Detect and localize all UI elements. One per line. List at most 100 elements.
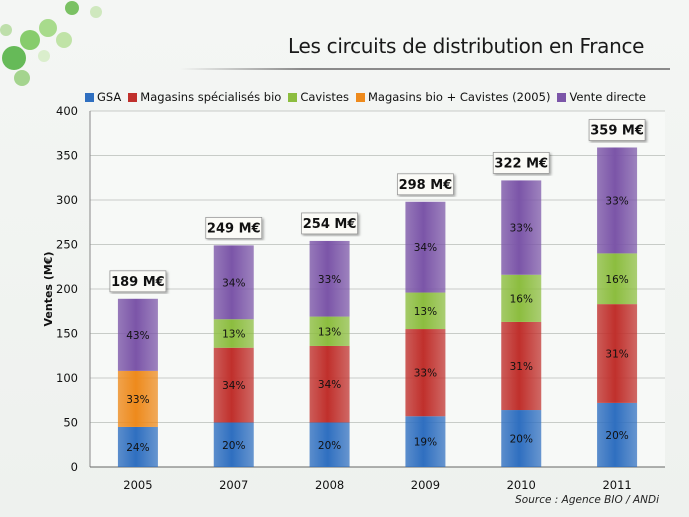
leaf-decoration-7 — [90, 6, 102, 18]
leaf-decoration-8 — [0, 24, 12, 36]
legend-swatch — [288, 92, 298, 102]
bar-segment — [597, 147, 638, 254]
legend-swatch — [557, 92, 567, 102]
leaf-decoration-4 — [56, 32, 72, 48]
title-underline — [180, 68, 670, 70]
segment-label: 33% — [318, 274, 341, 286]
leaf-decoration-6 — [65, 1, 79, 15]
legend-item: Cavistes — [288, 90, 349, 104]
leaf-decoration-5 — [14, 70, 30, 86]
segment-label: 13% — [414, 306, 437, 318]
bar-segment — [405, 329, 446, 417]
segment-label: 43% — [126, 330, 149, 342]
legend-swatch — [85, 92, 94, 102]
bar-segment — [405, 201, 446, 293]
leaves-decoration — [0, 1, 102, 86]
total-label-box — [205, 216, 263, 239]
segment-label: 33% — [414, 368, 437, 380]
bar-segment — [597, 402, 638, 467]
y-tick-label: 150 — [56, 327, 78, 341]
total-label-box — [397, 173, 454, 196]
bar-segment — [213, 422, 254, 467]
x-tick-label: 2009 — [411, 478, 440, 492]
leaf-decoration-3 — [39, 19, 57, 37]
legend-item: Vente directe — [557, 90, 646, 104]
y-tick-label: 50 — [63, 416, 78, 430]
bar-segment — [117, 426, 158, 467]
total-label: 249 M€ — [207, 221, 261, 236]
segment-label: 19% — [414, 437, 437, 449]
x-tick-label: 2008 — [315, 478, 344, 492]
x-tick-label: 2011 — [602, 478, 631, 492]
segment-label: 20% — [510, 434, 533, 446]
legend-item: GSA — [85, 90, 121, 104]
bar-segment — [213, 319, 254, 348]
segment-label: 20% — [605, 430, 628, 442]
bar-segment — [501, 180, 542, 275]
total-label-box — [301, 212, 358, 235]
segment-label: 34% — [318, 379, 341, 391]
segment-label: 20% — [318, 440, 341, 452]
leaf-decoration-1 — [2, 46, 26, 70]
source-note: Source : Agence BIO / ANDi — [515, 494, 659, 506]
chart-legend: GSA Magasins spécialisés bio Cavistes Magas… — [85, 89, 653, 105]
bar-segment — [597, 304, 638, 403]
bar-segment — [309, 345, 350, 423]
y-tick-label: 100 — [56, 371, 78, 385]
y-tick-label: 350 — [56, 149, 78, 163]
segment-label: 34% — [222, 380, 245, 392]
segment-label: 33% — [126, 394, 149, 406]
segment-label: 31% — [510, 361, 533, 373]
segment-label: 20% — [222, 440, 245, 452]
segment-label: 33% — [510, 223, 533, 235]
bar-segment — [501, 410, 542, 467]
y-tick-label: 250 — [56, 238, 78, 252]
leaf-decoration-2 — [20, 30, 40, 50]
x-tick-label: 2010 — [507, 478, 536, 492]
legend-item: Magasins bio + Cavistes (2005) — [355, 90, 551, 104]
segment-label: 13% — [318, 326, 341, 338]
legend-label: GSA — [97, 90, 122, 104]
total-label: 359 M€ — [590, 123, 644, 138]
segment-label: 13% — [222, 329, 245, 341]
segment-label: 33% — [605, 195, 628, 207]
total-label: 189 M€ — [111, 275, 165, 290]
slide-title: Les circuits de distribution en France — [288, 34, 645, 58]
legend-swatch — [355, 92, 365, 102]
total-label: 254 M€ — [303, 217, 357, 232]
bar-segment — [117, 298, 158, 371]
y-tick-label: 200 — [56, 282, 78, 296]
bar-segment — [405, 416, 446, 467]
legend-label: Cavistes — [300, 90, 349, 104]
segment-label: 34% — [414, 242, 437, 254]
legend-label: Magasins bio + Cavistes (2005) — [367, 90, 551, 104]
total-label: 298 M€ — [399, 178, 453, 193]
bar-segment — [309, 422, 350, 467]
bar-segment — [309, 240, 350, 317]
y-tick-label: 300 — [56, 193, 78, 207]
segment-label: 24% — [126, 442, 149, 454]
segment-label: 16% — [605, 274, 628, 286]
segment-label: 16% — [510, 293, 533, 305]
legend-label: Magasins spécialisés bio — [140, 90, 282, 104]
leaf-decoration-9 — [38, 50, 50, 62]
legend-swatch — [128, 92, 138, 102]
segment-label: 31% — [605, 349, 628, 361]
bar-segment — [501, 321, 542, 411]
y-tick-label: 0 — [71, 460, 78, 474]
bar-segment — [213, 245, 254, 320]
x-tick-label: 2007 — [219, 478, 248, 492]
total-label: 322 M€ — [494, 156, 548, 171]
total-label-box — [492, 152, 550, 174]
legend-label: Vente directe — [569, 90, 646, 104]
bar-segment — [309, 316, 350, 346]
bar-segment — [405, 292, 446, 330]
total-label-box — [109, 270, 167, 293]
total-label-box — [588, 119, 646, 141]
bar-segment — [213, 347, 254, 423]
segment-label: 34% — [222, 277, 245, 289]
bar-segment — [501, 274, 542, 322]
bar-segment — [597, 253, 638, 305]
